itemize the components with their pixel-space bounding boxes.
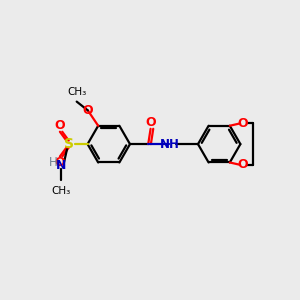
Text: CH₃: CH₃: [67, 87, 86, 97]
Text: S: S: [64, 137, 74, 151]
Text: CH₃: CH₃: [52, 186, 71, 196]
Text: O: O: [82, 104, 93, 117]
Text: O: O: [238, 158, 248, 171]
Text: O: O: [54, 119, 64, 132]
Text: O: O: [238, 117, 248, 130]
Text: O: O: [145, 116, 156, 129]
Text: NH: NH: [160, 138, 179, 151]
Text: O: O: [54, 156, 64, 169]
Text: N: N: [56, 159, 66, 172]
Text: H: H: [49, 157, 58, 169]
